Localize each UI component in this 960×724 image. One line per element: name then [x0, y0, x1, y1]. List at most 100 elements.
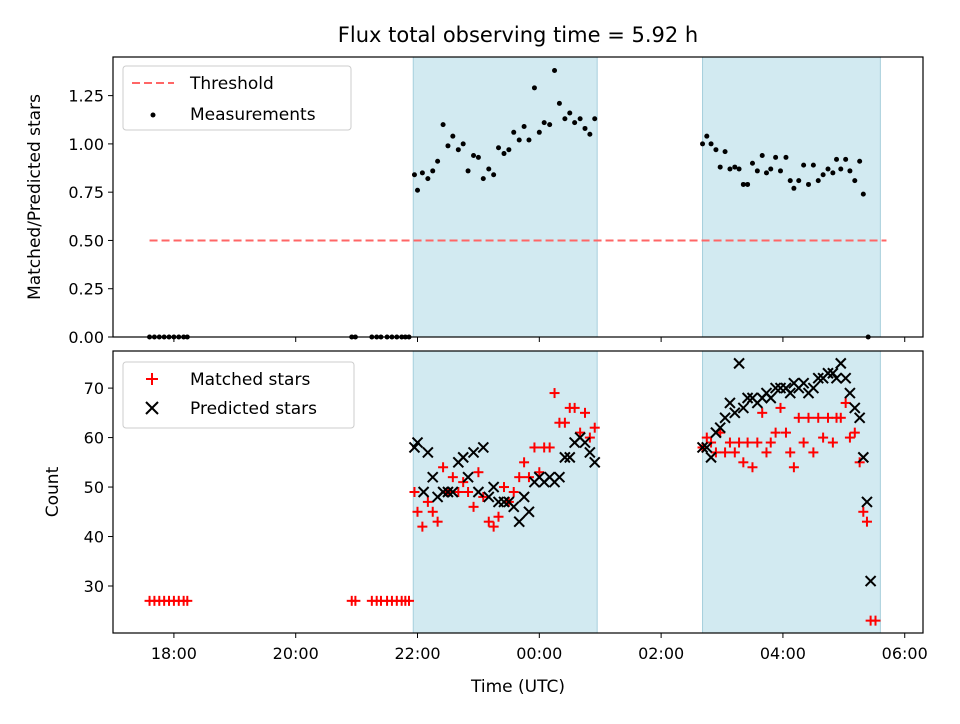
measurement-point — [825, 166, 831, 172]
matched-star-point — [757, 407, 768, 418]
predicted-star-point — [724, 397, 736, 409]
measurement-point — [440, 122, 446, 128]
measurement-point — [806, 181, 812, 187]
matched-star-point — [519, 457, 530, 468]
matched-star-point — [798, 437, 809, 448]
measurement-point — [830, 170, 836, 176]
measurement-point — [777, 168, 783, 174]
measurement-point — [820, 172, 826, 178]
xtick-label: 06:00 — [882, 644, 928, 663]
measurement-point — [852, 178, 858, 184]
ytick-label: 60 — [84, 429, 104, 448]
measurement-point — [783, 154, 789, 160]
matched-star-point — [534, 467, 545, 478]
measurement-point — [577, 116, 583, 122]
matched-star-point — [747, 462, 758, 473]
ytick-label: 40 — [84, 528, 104, 547]
matched-star-point — [780, 427, 791, 438]
matched-star-point — [770, 427, 781, 438]
matched-star-point — [473, 467, 484, 478]
predicted-star-point — [729, 407, 741, 419]
measurement-point — [773, 154, 779, 160]
measurement-point — [759, 152, 765, 158]
matched-star-point — [488, 521, 499, 532]
ytick-label: 1.25 — [68, 87, 104, 106]
matched-star-point — [818, 432, 829, 443]
measurement-point — [857, 158, 863, 164]
matched-star-point — [453, 487, 464, 497]
predicted-star-point — [705, 451, 717, 464]
measurement-point — [745, 181, 751, 187]
matched-star-point — [575, 427, 586, 438]
measurement-point — [732, 164, 738, 170]
ytick-label: 0.00 — [68, 328, 104, 347]
xtick-label: 20:00 — [273, 644, 319, 663]
predicted-star-point — [518, 491, 530, 503]
matched-star-point — [785, 447, 796, 458]
predicted-star-point — [411, 436, 424, 449]
ytick-label: 1.00 — [68, 135, 104, 154]
bottom-panel: 30 40 50 60 70 18:00 20:00 22:00 00:00 02:00 04:0… — [43, 350, 928, 697]
measurement-point — [810, 162, 816, 168]
measurement-point — [754, 168, 760, 174]
measurement-point — [419, 170, 425, 176]
matched-star-point — [403, 595, 414, 606]
predicted-star-point — [765, 392, 777, 404]
measurement-point — [475, 154, 481, 160]
predicted-star-point — [462, 471, 474, 483]
measurement-point — [763, 170, 769, 176]
measurement-point — [526, 137, 532, 143]
matched-star-point — [498, 482, 509, 493]
matched-star-point — [870, 615, 881, 626]
measurement-point — [768, 166, 774, 172]
matched-star-point — [827, 437, 838, 448]
measurement-point — [736, 166, 742, 172]
matched-star-point — [579, 407, 590, 418]
predicted-star-point — [467, 446, 480, 459]
measurement-point — [547, 122, 553, 128]
measurement-point — [801, 162, 807, 168]
xtick-label: 04:00 — [760, 644, 806, 663]
predicted-star-point — [422, 446, 434, 459]
measurement-point — [582, 125, 588, 131]
measurement-point — [536, 129, 542, 135]
measurement-point — [843, 156, 849, 162]
matched-star-point — [468, 501, 479, 512]
predicted-star-point — [812, 372, 824, 384]
matched-star-point — [734, 437, 745, 448]
measurement-point — [415, 187, 421, 193]
measurement-point — [521, 124, 527, 130]
matched-star-point — [529, 442, 540, 453]
predicted-star-point — [807, 382, 820, 394]
matched-star-point — [483, 516, 494, 527]
top-legend: Threshold Measurements — [122, 65, 352, 131]
measurement-point — [556, 100, 562, 106]
measurement-point — [541, 120, 547, 126]
predicted-star-point — [769, 382, 782, 394]
matched-star-point — [438, 462, 449, 473]
measurement-point — [727, 166, 733, 172]
measurement-point — [700, 141, 706, 147]
shaded-interval-2 — [702, 56, 881, 338]
matched-star-point — [858, 506, 869, 517]
predicted-star-point — [737, 402, 750, 414]
predicted-star-point — [696, 441, 709, 454]
matched-star-point — [523, 472, 534, 483]
measurement-point — [450, 133, 456, 139]
bottom-ylabel: Count — [43, 466, 63, 517]
matched-star-point — [544, 442, 555, 453]
matched-star-point — [844, 432, 855, 443]
matched-star-point — [514, 472, 525, 483]
matched-star-point — [182, 595, 193, 606]
measurement-point — [445, 143, 451, 149]
predicted-star-point — [701, 441, 713, 454]
predicted-star-point — [487, 481, 500, 493]
xtick-label: 02:00 — [638, 644, 684, 663]
measurement-point — [713, 147, 719, 153]
predicted-star-point — [498, 496, 510, 508]
matched-star-point — [422, 496, 433, 507]
matched-star-point — [738, 457, 749, 468]
matched-star-point — [350, 595, 361, 606]
matched-star-point — [463, 487, 474, 497]
